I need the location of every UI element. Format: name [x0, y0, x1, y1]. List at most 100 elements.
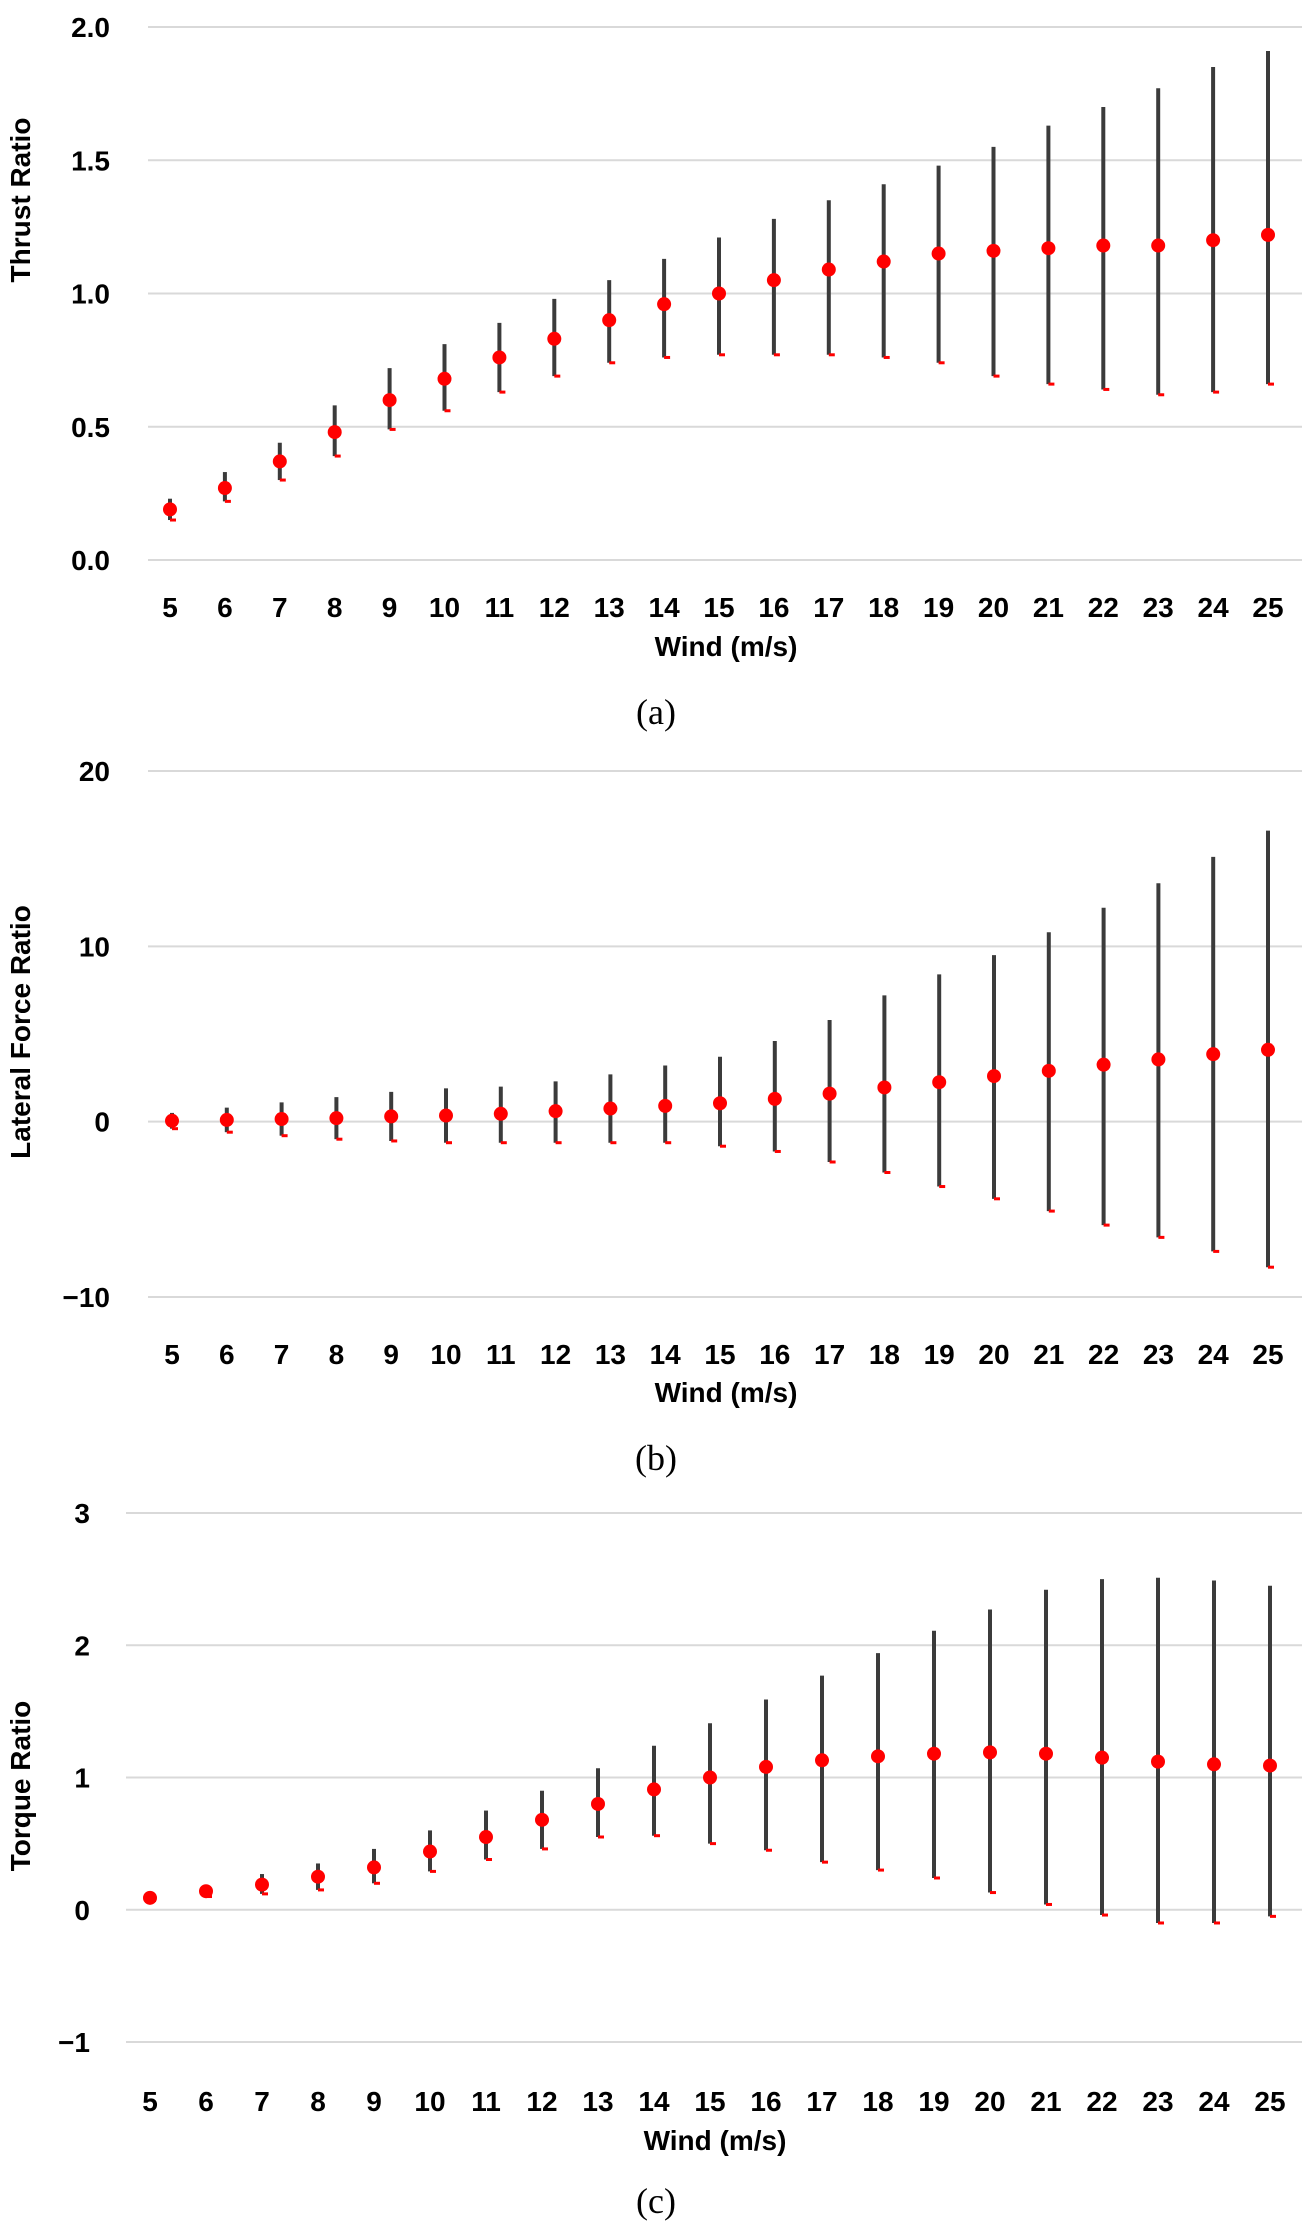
panel-a-x-ticks: 5 6 7 8 9 10 11 12 13 14 15 16 17 18 19 20 21 22 23 24 25 — [162, 592, 1283, 623]
panel-c-data-point — [1263, 1758, 1277, 1773]
panel-a-data-point — [986, 243, 1001, 258]
panel-a-data-point — [492, 350, 507, 365]
panel-b-y-tick-label: 10 — [79, 931, 110, 962]
panel-b-data-point — [603, 1101, 618, 1116]
panel-a-y-tick-label: 1.5 — [71, 145, 110, 176]
panel-b-data-point — [713, 1096, 727, 1111]
panel-c-y-tick-label: 2 — [74, 1630, 90, 1661]
panel-a-x-tick-label: 25 — [1252, 592, 1283, 623]
panel-b-x-tick-label: 7 — [274, 1339, 290, 1370]
panel-b-x-tick-label: 5 — [164, 1339, 180, 1370]
panel-b-y-axis-title: Lateral Force Ratio — [5, 905, 36, 1159]
panel-b-x-tick-label: 8 — [329, 1339, 345, 1370]
panel-b-x-tick-label: 12 — [540, 1339, 571, 1370]
panel-b-x-tick-label: 20 — [978, 1339, 1009, 1370]
panel-b-y-tick-label: −10 — [63, 1282, 111, 1313]
panel-b-data-point — [1096, 1057, 1111, 1072]
panel-b-y-ticks: −10 0 10 20 — [63, 756, 111, 1313]
panel-c-data-point — [1151, 1754, 1165, 1769]
panel-a-points — [163, 227, 1275, 517]
panel-a-x-tick-label: 7 — [272, 592, 288, 623]
panel-b-data-point — [1261, 1042, 1275, 1057]
panel-b-x-tick-label: 21 — [1033, 1339, 1064, 1370]
panel-a-x-tick-label: 5 — [162, 592, 178, 623]
panel-a-y-tick-label: 0.5 — [71, 412, 110, 443]
panel-b-data-point — [384, 1109, 399, 1124]
panel-c-data-point — [143, 1890, 157, 1905]
panel-b-x-tick-label: 24 — [1198, 1339, 1230, 1370]
panel-a-data-point — [437, 371, 452, 386]
panel-a-x-tick-label: 19 — [923, 592, 954, 623]
panel-a-caption: (a) — [636, 692, 676, 732]
panel-a-x-tick-label: 9 — [382, 592, 398, 623]
panel-b-data-point — [493, 1106, 508, 1121]
panel-a-data-point — [547, 331, 562, 346]
panel-c-x-ticks: 5 6 7 8 9 10 11 12 13 14 15 16 17 18 19 20 21 22 23 24 25 — [142, 2086, 1285, 2117]
panel-c-data-point — [927, 1746, 941, 1761]
panel-b-data-point — [165, 1113, 179, 1128]
panel-a-data-point — [217, 481, 232, 496]
panel-b: −10 0 10 20 5 6 7 8 9 10 11 12 13 14 15 16 17 18 19 20 21 22… — [5, 756, 1302, 1478]
panel-c-data-point — [199, 1884, 213, 1899]
panel-a-y-ticks: 0.0 0.5 1.0 1.5 2.0 — [71, 12, 110, 576]
panel-c-caption: (c) — [636, 2181, 676, 2221]
panel-b-x-tick-label: 11 — [486, 1339, 516, 1370]
panel-a-y-axis-title: Thrust Ratio — [5, 118, 36, 283]
panel-a-y-tick-label: 1.0 — [71, 279, 110, 310]
panel-b-x-tick-label: 13 — [595, 1339, 626, 1370]
panel-b-x-tick-label: 23 — [1143, 1339, 1174, 1370]
panel-b-data-point — [329, 1111, 344, 1126]
panel-a-data-point — [327, 425, 342, 440]
panel-b-data-point — [274, 1112, 289, 1127]
panel-a-data-point — [1261, 227, 1275, 242]
panel-a-x-tick-label: 16 — [758, 592, 789, 623]
panel-c-x-tick-label: 7 — [254, 2086, 270, 2117]
panel-a-x-tick-label: 21 — [1033, 592, 1064, 623]
panel-b-x-tick-label: 16 — [759, 1339, 790, 1370]
panel-b-x-tick-label: 6 — [219, 1339, 235, 1370]
panel-b-data-point — [548, 1104, 563, 1119]
panel-c-x-tick-label: 22 — [1086, 2086, 1117, 2117]
panel-c-x-tick-label: 11 — [471, 2086, 501, 2117]
panel-a-data-point — [163, 502, 177, 517]
panel-c-x-tick-label: 14 — [638, 2086, 670, 2117]
panel-a-data-point — [272, 454, 287, 469]
panel-c-data-point — [255, 1877, 269, 1892]
panel-a-data-point — [1151, 238, 1166, 253]
panel-a-x-tick-label: 24 — [1198, 592, 1230, 623]
panel-a-x-tick-label: 17 — [813, 592, 844, 623]
panel-a-x-tick-label: 20 — [978, 592, 1009, 623]
panel-b-x-tick-label: 18 — [869, 1339, 900, 1370]
panel-c-data-point — [703, 1770, 717, 1785]
panel-a-x-tick-label: 6 — [217, 592, 233, 623]
panel-b-x-tick-label: 9 — [383, 1339, 399, 1370]
panel-a-x-tick-label: 10 — [429, 592, 460, 623]
panel-c-y-ticks: −1 0 1 2 3 — [58, 1498, 90, 2058]
panel-a-x-tick-label: 13 — [594, 592, 625, 623]
panel-b-data-point — [767, 1091, 782, 1106]
panel-b-x-tick-label: 25 — [1252, 1339, 1283, 1370]
panel-c-x-tick-label: 10 — [414, 2086, 445, 2117]
panel-b-data-point — [1041, 1063, 1056, 1078]
panel-c-y-tick-label: 0 — [74, 1895, 90, 1926]
panel-c-data-point — [311, 1869, 325, 1884]
panel-a-x-tick-label: 12 — [539, 592, 570, 623]
panel-b-data-point — [932, 1075, 947, 1090]
panel-c-data-point — [1039, 1746, 1053, 1761]
panel-a-x-tick-label: 22 — [1088, 592, 1119, 623]
panel-c-x-tick-label: 9 — [366, 2086, 382, 2117]
panel-a-data-point — [712, 286, 726, 301]
panel-a-data-point — [931, 246, 946, 261]
panel-c-y-tick-label: 3 — [74, 1498, 90, 1529]
panel-a-data-point — [876, 254, 891, 269]
panel-c-x-tick-label: 23 — [1142, 2086, 1173, 2117]
panel-c-x-tick-label: 17 — [806, 2086, 837, 2117]
panel-c-data-point — [815, 1753, 829, 1768]
panel-c-data-point — [647, 1782, 661, 1797]
panel-a-y-tick-label: 2.0 — [71, 12, 110, 43]
panel-b-errorbars — [170, 830, 1274, 1269]
panel-a-y-tick-label: 0.0 — [71, 545, 110, 576]
panel-c-data-point — [759, 1759, 773, 1774]
panel-a-data-point — [382, 393, 397, 408]
